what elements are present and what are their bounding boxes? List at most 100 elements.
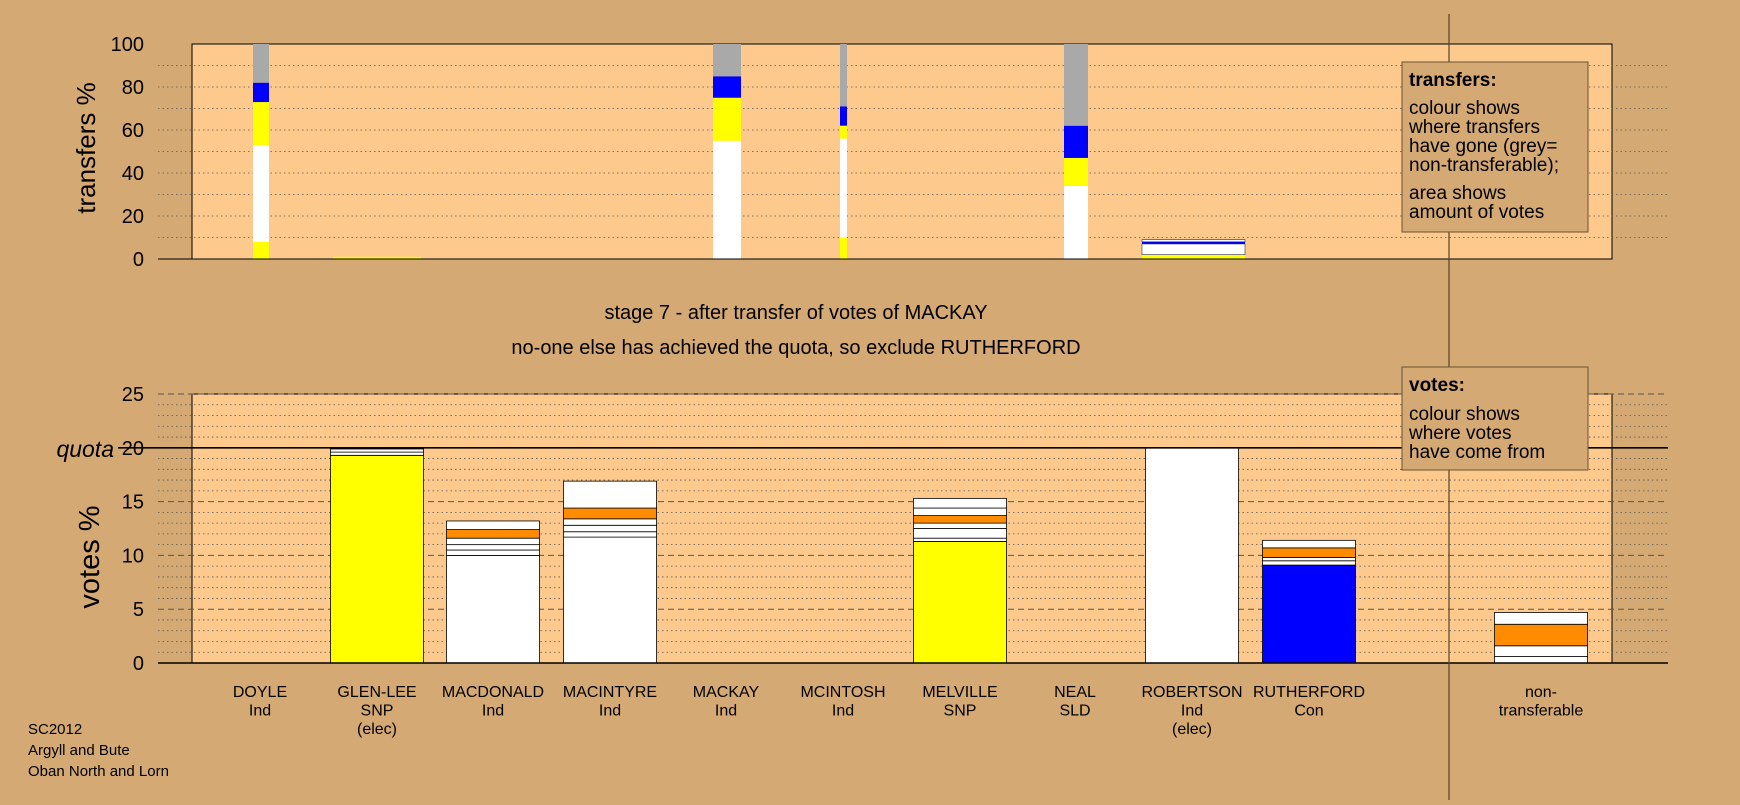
vote-bar-segment	[563, 536, 657, 664]
candidate-label: ROBERTSON	[1141, 684, 1242, 701]
transfer-bar-segment	[333, 256, 421, 259]
candidate-label: MACDONALD	[442, 684, 544, 701]
candidate-label: (elec)	[357, 721, 397, 738]
votes-tick-label: 10	[122, 545, 144, 567]
vote-bar-segment	[913, 515, 1007, 524]
transfers-legend-line: have gone (grey=	[1409, 136, 1557, 157]
transfers-tick-label: 20	[122, 206, 144, 228]
vote-bar-segment	[330, 448, 424, 453]
vote-bar-segment	[446, 555, 540, 664]
vote-bar-segment	[913, 497, 1007, 509]
transfer-bar-segment	[1142, 241, 1245, 244]
candidate-label: Ind	[715, 703, 737, 720]
transfer-bar-segment	[840, 106, 847, 126]
candidate-label: RUTHERFORD	[1253, 684, 1365, 701]
transfer-bar-segment	[713, 44, 741, 77]
candidate-label: Ind	[249, 703, 271, 720]
transfer-bar-segment	[253, 44, 269, 83]
vote-bar-segment	[1494, 645, 1588, 657]
vote-bar-segment	[913, 522, 1007, 529]
vote-bar-segment	[446, 537, 540, 546]
candidate-label: SNP	[361, 703, 394, 720]
vote-bar-segment	[913, 528, 1007, 539]
votes-legend-line: where votes	[1408, 423, 1511, 444]
category-labels: DOYLEIndGLEN-LEESNP(elec)MACDONALDIndMAC…	[233, 684, 1583, 738]
vote-bar-segment	[563, 518, 657, 526]
candidate-label: SNP	[944, 703, 977, 720]
transfer-bar-segment	[1064, 44, 1088, 126]
transfer-bar-segment	[713, 140, 741, 259]
transfer-bar-segment	[840, 138, 847, 238]
candidate-label: DOYLE	[233, 684, 287, 701]
vote-bar-segment	[446, 549, 540, 556]
vote-bar-segment	[563, 507, 657, 520]
votes-plot-area	[191, 393, 1613, 664]
votes-tick-label: 25	[122, 384, 144, 406]
transfers-tick-label: 80	[122, 77, 144, 99]
vote-bar-segment	[1494, 656, 1588, 664]
vote-bar-segment	[446, 529, 540, 539]
plot-backgrounds	[191, 43, 1613, 664]
votes-legend-line: colour shows	[1409, 404, 1520, 425]
candidate-label: Ind	[482, 703, 504, 720]
vote-bar-segment	[913, 537, 1007, 542]
votes-tick-label: 0	[133, 653, 144, 675]
candidate-label: transferable	[1499, 703, 1584, 720]
candidate-label: MACKAY	[693, 684, 760, 701]
transfers-legend: transfers: colour shows where transfers …	[1401, 61, 1589, 233]
transfers-legend-line: area shows	[1409, 183, 1506, 204]
candidate-label: MACINTYRE	[563, 684, 657, 701]
votes-legend-line: have come from	[1409, 442, 1545, 463]
transfers-legend-line: colour shows	[1409, 98, 1520, 119]
transfers-legend-line: non-transferable);	[1409, 155, 1559, 176]
transfers-tick-label: 40	[122, 163, 144, 185]
vote-bar-segment	[563, 524, 657, 533]
candidate-label: MCINTOSH	[800, 684, 885, 701]
vote-bar-segment	[913, 507, 1007, 516]
footer-line: Oban North and Lorn	[28, 763, 169, 780]
vote-bar-segment	[1262, 539, 1356, 549]
candidate-label: MELVILLE	[922, 684, 997, 701]
transfer-bar-segment	[840, 237, 847, 259]
transfer-bar-segment	[253, 145, 269, 242]
stage-title: stage 7 - after transfer of votes of MAC…	[604, 302, 987, 324]
vote-bar-segment	[446, 544, 540, 551]
vote-bars	[330, 447, 1588, 664]
transfer-bar-segment	[840, 125, 847, 139]
transfer-bars	[253, 44, 1246, 259]
vote-bar-segment	[1494, 612, 1588, 625]
transfer-bar-segment	[253, 82, 269, 103]
tick-labels: 0 20 40 60 80 100 0 5 10 15 20 25	[111, 34, 144, 675]
stage-subtitle: no-one else has achieved the quota, so e…	[511, 337, 1080, 359]
footer: SC2012 Argyll and Bute Oban North and Lo…	[28, 721, 169, 780]
candidate-label: SLD	[1059, 703, 1090, 720]
footer-line: Argyll and Bute	[28, 742, 130, 759]
transfer-bar-segment	[713, 97, 741, 141]
transfers-legend-line: amount of votes	[1409, 202, 1544, 223]
candidate-label: (elec)	[1172, 721, 1212, 738]
votes-legend-heading: votes:	[1409, 375, 1465, 396]
vote-bar-segment	[1262, 547, 1356, 558]
vote-bar-segment	[330, 451, 424, 456]
candidate-label: non-	[1525, 684, 1557, 701]
transfer-bar-segment	[1141, 239, 1246, 243]
transfer-bar-segment	[713, 76, 741, 98]
candidate-label: NEAL	[1054, 684, 1096, 701]
transfers-tick-label: 60	[122, 120, 144, 142]
vote-bar-segment	[1145, 447, 1239, 664]
candidate-label: Ind	[1181, 703, 1203, 720]
vote-bar-segment	[1494, 623, 1588, 647]
candidate-label: Con	[1294, 703, 1323, 720]
vote-bar-segment	[330, 454, 424, 664]
transfer-bar-segment	[1064, 125, 1088, 158]
vote-bar-segment	[913, 541, 1007, 664]
votes-y-axis-label: votes %	[74, 505, 106, 608]
vote-bar-segment	[563, 480, 657, 509]
transfers-tick-label: 0	[133, 249, 144, 271]
votes-tick-label: 15	[122, 492, 144, 514]
candidate-label: Ind	[832, 703, 854, 720]
candidate-label: Ind	[599, 703, 621, 720]
transfers-y-axis-label: transfers %	[71, 82, 101, 214]
